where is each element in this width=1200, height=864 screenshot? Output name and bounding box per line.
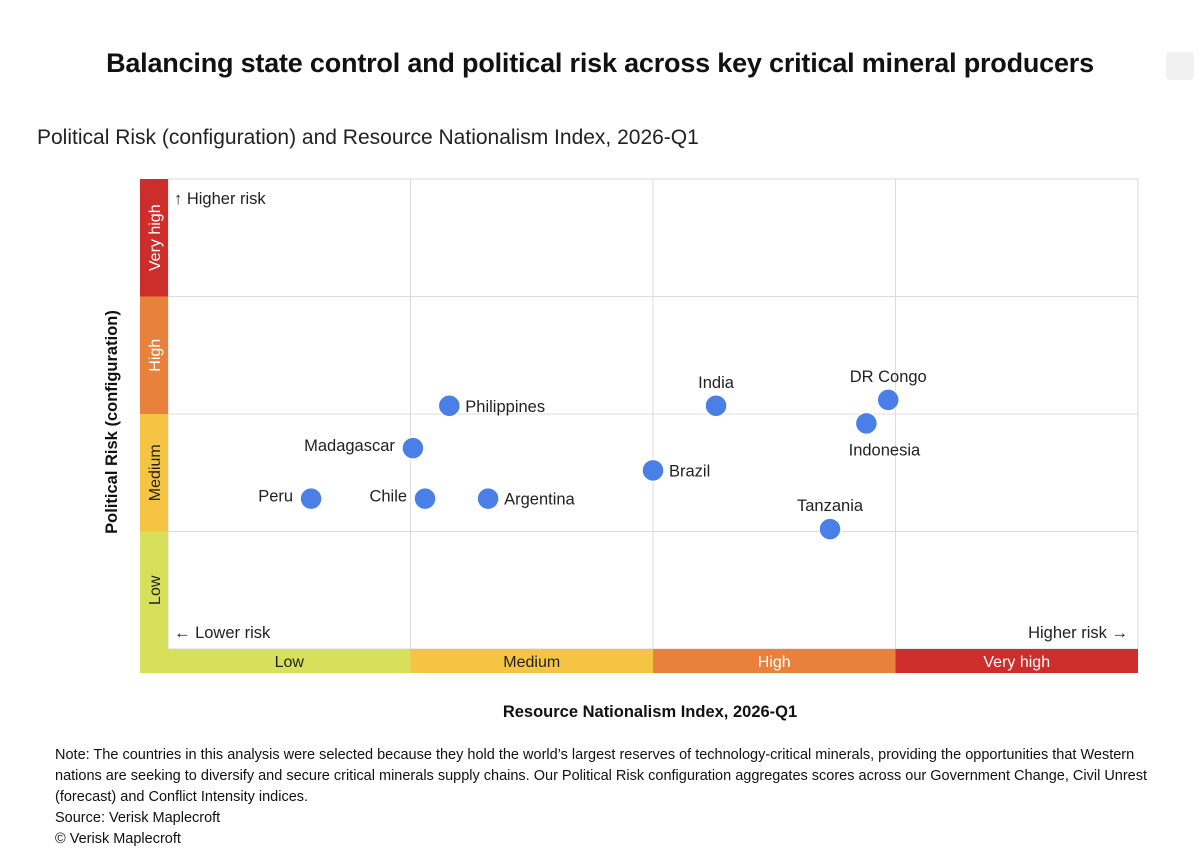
point-label: Brazil	[669, 462, 710, 480]
data-point	[299, 486, 323, 511]
expand-icon[interactable]	[1166, 52, 1194, 80]
data-point	[818, 517, 842, 541]
data-point	[876, 388, 900, 412]
point-label: Philippines	[465, 398, 545, 416]
point-label: Chile	[369, 488, 407, 506]
point-label: Tanzania	[797, 497, 864, 515]
point-label: Indonesia	[849, 441, 921, 459]
x-band-label: Very high	[983, 654, 1050, 671]
y-band-label: High	[147, 339, 164, 372]
scatter-chart: Low Medium High Very high Low Medium High Very …	[103, 178, 1139, 721]
y-band	[140, 531, 168, 649]
x-band	[140, 649, 411, 673]
x-band-label: Medium	[503, 654, 560, 671]
x-band-label: High	[758, 654, 791, 671]
y-axis-label: Political Risk (configuration)	[103, 310, 121, 534]
y-band-label: Low	[147, 575, 164, 605]
x-band	[653, 649, 896, 673]
x-band	[895, 649, 1138, 673]
x-band-label: Low	[275, 654, 305, 671]
point-label: India	[698, 374, 735, 392]
y-band-label: Very high	[147, 204, 164, 271]
data-point	[437, 394, 462, 418]
chart-subtitle: Political Risk (configuration) and Resou…	[37, 126, 699, 149]
annotation-lower-risk: ← Lower risk	[174, 624, 271, 642]
note-text: Note: The countries in this analysis wer…	[55, 747, 1148, 805]
chart-title: Balancing state control and political ri…	[106, 48, 1094, 78]
x-band	[410, 649, 653, 673]
x-axis-label: Resource Nationalism Index, 2026-Q1	[503, 703, 797, 721]
y-band-label: Medium	[147, 444, 164, 501]
y-band	[140, 179, 168, 297]
annotation-higher-risk-up: ↑ Higher risk	[174, 190, 266, 208]
chart-note: Note: The countries in this analysis wer…	[55, 745, 1165, 850]
y-band	[140, 414, 168, 532]
annotation-higher-risk-right: Higher risk →	[1028, 624, 1128, 642]
data-point	[854, 411, 879, 436]
data-point	[401, 436, 425, 460]
data-point	[476, 486, 500, 511]
y-band	[140, 296, 168, 414]
copyright-text: © Verisk Maplecroft	[55, 831, 181, 847]
data-point	[413, 486, 437, 511]
point-label: Peru	[258, 488, 293, 506]
point-label: Argentina	[504, 491, 575, 509]
data-point	[704, 394, 728, 418]
source-text: Source: Verisk Maplecroft	[55, 810, 221, 826]
point-label: Madagascar	[304, 437, 395, 455]
point-label: DR Congo	[850, 368, 927, 386]
data-point	[641, 458, 665, 483]
